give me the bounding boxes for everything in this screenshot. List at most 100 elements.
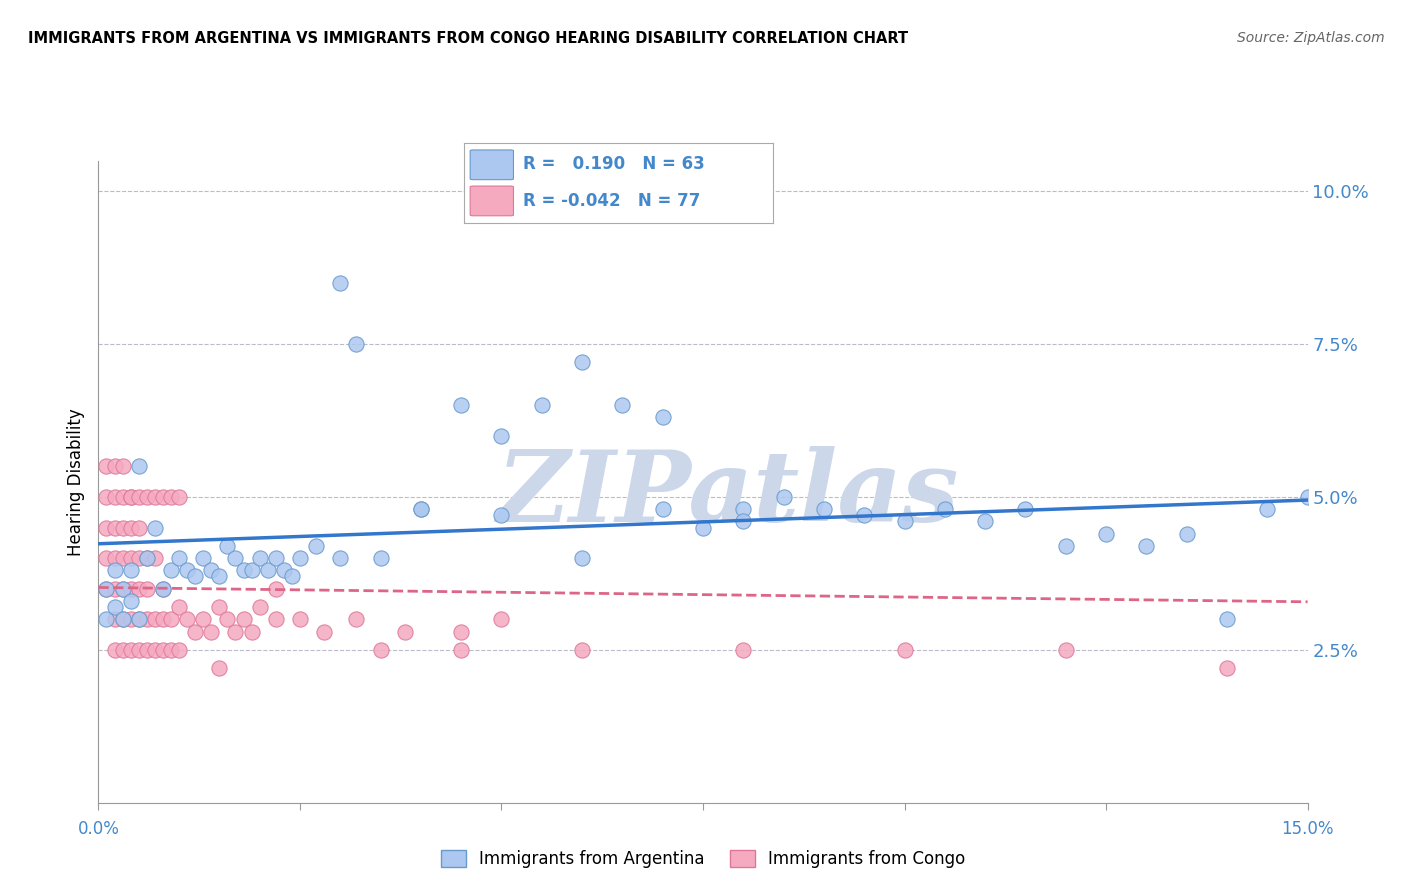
Point (329, 551, 352, 566)
Point (103, 459, 125, 474)
Point (184, 624, 207, 639)
Point (128, 612, 150, 626)
Point (344, 337, 367, 351)
Point (111, 551, 134, 566)
Point (103, 643, 125, 657)
Point (120, 520, 142, 534)
Point (160, 612, 183, 626)
Point (692, 520, 714, 534)
Point (111, 490, 134, 504)
Point (193, 551, 215, 566)
Point (160, 643, 183, 657)
Point (1135, 539, 1157, 553)
Point (176, 612, 198, 626)
Point (120, 490, 142, 504)
Point (176, 563, 198, 577)
Point (128, 520, 150, 534)
Point (1054, 643, 1077, 657)
Point (1216, 661, 1239, 675)
Point (160, 563, 183, 577)
Point (143, 551, 166, 566)
Point (733, 515, 755, 529)
Point (1095, 526, 1118, 541)
Point (612, 398, 634, 412)
Point (167, 490, 190, 504)
Point (491, 508, 513, 523)
Point (143, 520, 166, 534)
Point (217, 612, 239, 626)
Point (256, 563, 278, 577)
Point (96, 582, 118, 596)
Point (103, 563, 125, 577)
Point (111, 612, 134, 626)
Point (135, 551, 157, 566)
Point (571, 355, 593, 369)
Point (240, 563, 263, 577)
Point (240, 624, 263, 639)
Text: 15.0%: 15.0% (1281, 820, 1334, 838)
Point (135, 551, 157, 566)
Point (152, 582, 174, 596)
Point (152, 490, 174, 504)
Point (111, 520, 134, 534)
Point (120, 490, 142, 504)
Point (974, 515, 997, 529)
Point (281, 569, 304, 583)
Text: R =   0.190   N = 63: R = 0.190 N = 63 (523, 155, 704, 173)
Text: 0.0%: 0.0% (77, 820, 120, 838)
Point (96, 520, 118, 534)
Point (111, 643, 134, 657)
Point (651, 502, 673, 516)
Point (152, 643, 174, 657)
Point (893, 643, 915, 657)
Point (128, 490, 150, 504)
Point (200, 624, 222, 639)
Point (143, 490, 166, 504)
Point (450, 643, 472, 657)
Point (128, 582, 150, 596)
Point (120, 594, 142, 608)
Point (120, 582, 142, 596)
Point (167, 643, 190, 657)
Point (103, 520, 125, 534)
Point (120, 643, 142, 657)
Point (1216, 612, 1239, 626)
Point (264, 551, 287, 566)
Point (232, 612, 254, 626)
Point (370, 643, 392, 657)
Point (128, 551, 150, 566)
Point (96, 551, 118, 566)
Point (167, 551, 190, 566)
Point (120, 563, 142, 577)
Point (1256, 502, 1278, 516)
Point (135, 643, 157, 657)
Point (135, 490, 157, 504)
Point (96, 459, 118, 474)
Text: R = -0.042   N = 77: R = -0.042 N = 77 (523, 192, 700, 210)
Point (450, 398, 472, 412)
Text: Source: ZipAtlas.com: Source: ZipAtlas.com (1237, 31, 1385, 45)
Point (184, 569, 207, 583)
Point (571, 551, 593, 566)
Point (314, 624, 336, 639)
Point (733, 643, 755, 657)
Point (249, 600, 271, 615)
Point (224, 624, 246, 639)
Point (893, 515, 915, 529)
Point (111, 459, 134, 474)
Point (264, 612, 287, 626)
Point (450, 624, 472, 639)
Legend: Immigrants from Argentina, Immigrants from Congo: Immigrants from Argentina, Immigrants fr… (434, 843, 972, 875)
Point (193, 612, 215, 626)
Point (208, 569, 231, 583)
Point (409, 502, 432, 516)
Y-axis label: Hearing Disability: Hearing Disability (66, 408, 84, 556)
Point (143, 643, 166, 657)
Point (120, 551, 142, 566)
Point (934, 502, 956, 516)
Point (103, 582, 125, 596)
Point (288, 612, 311, 626)
Point (232, 563, 254, 577)
Point (152, 612, 174, 626)
Point (160, 490, 183, 504)
